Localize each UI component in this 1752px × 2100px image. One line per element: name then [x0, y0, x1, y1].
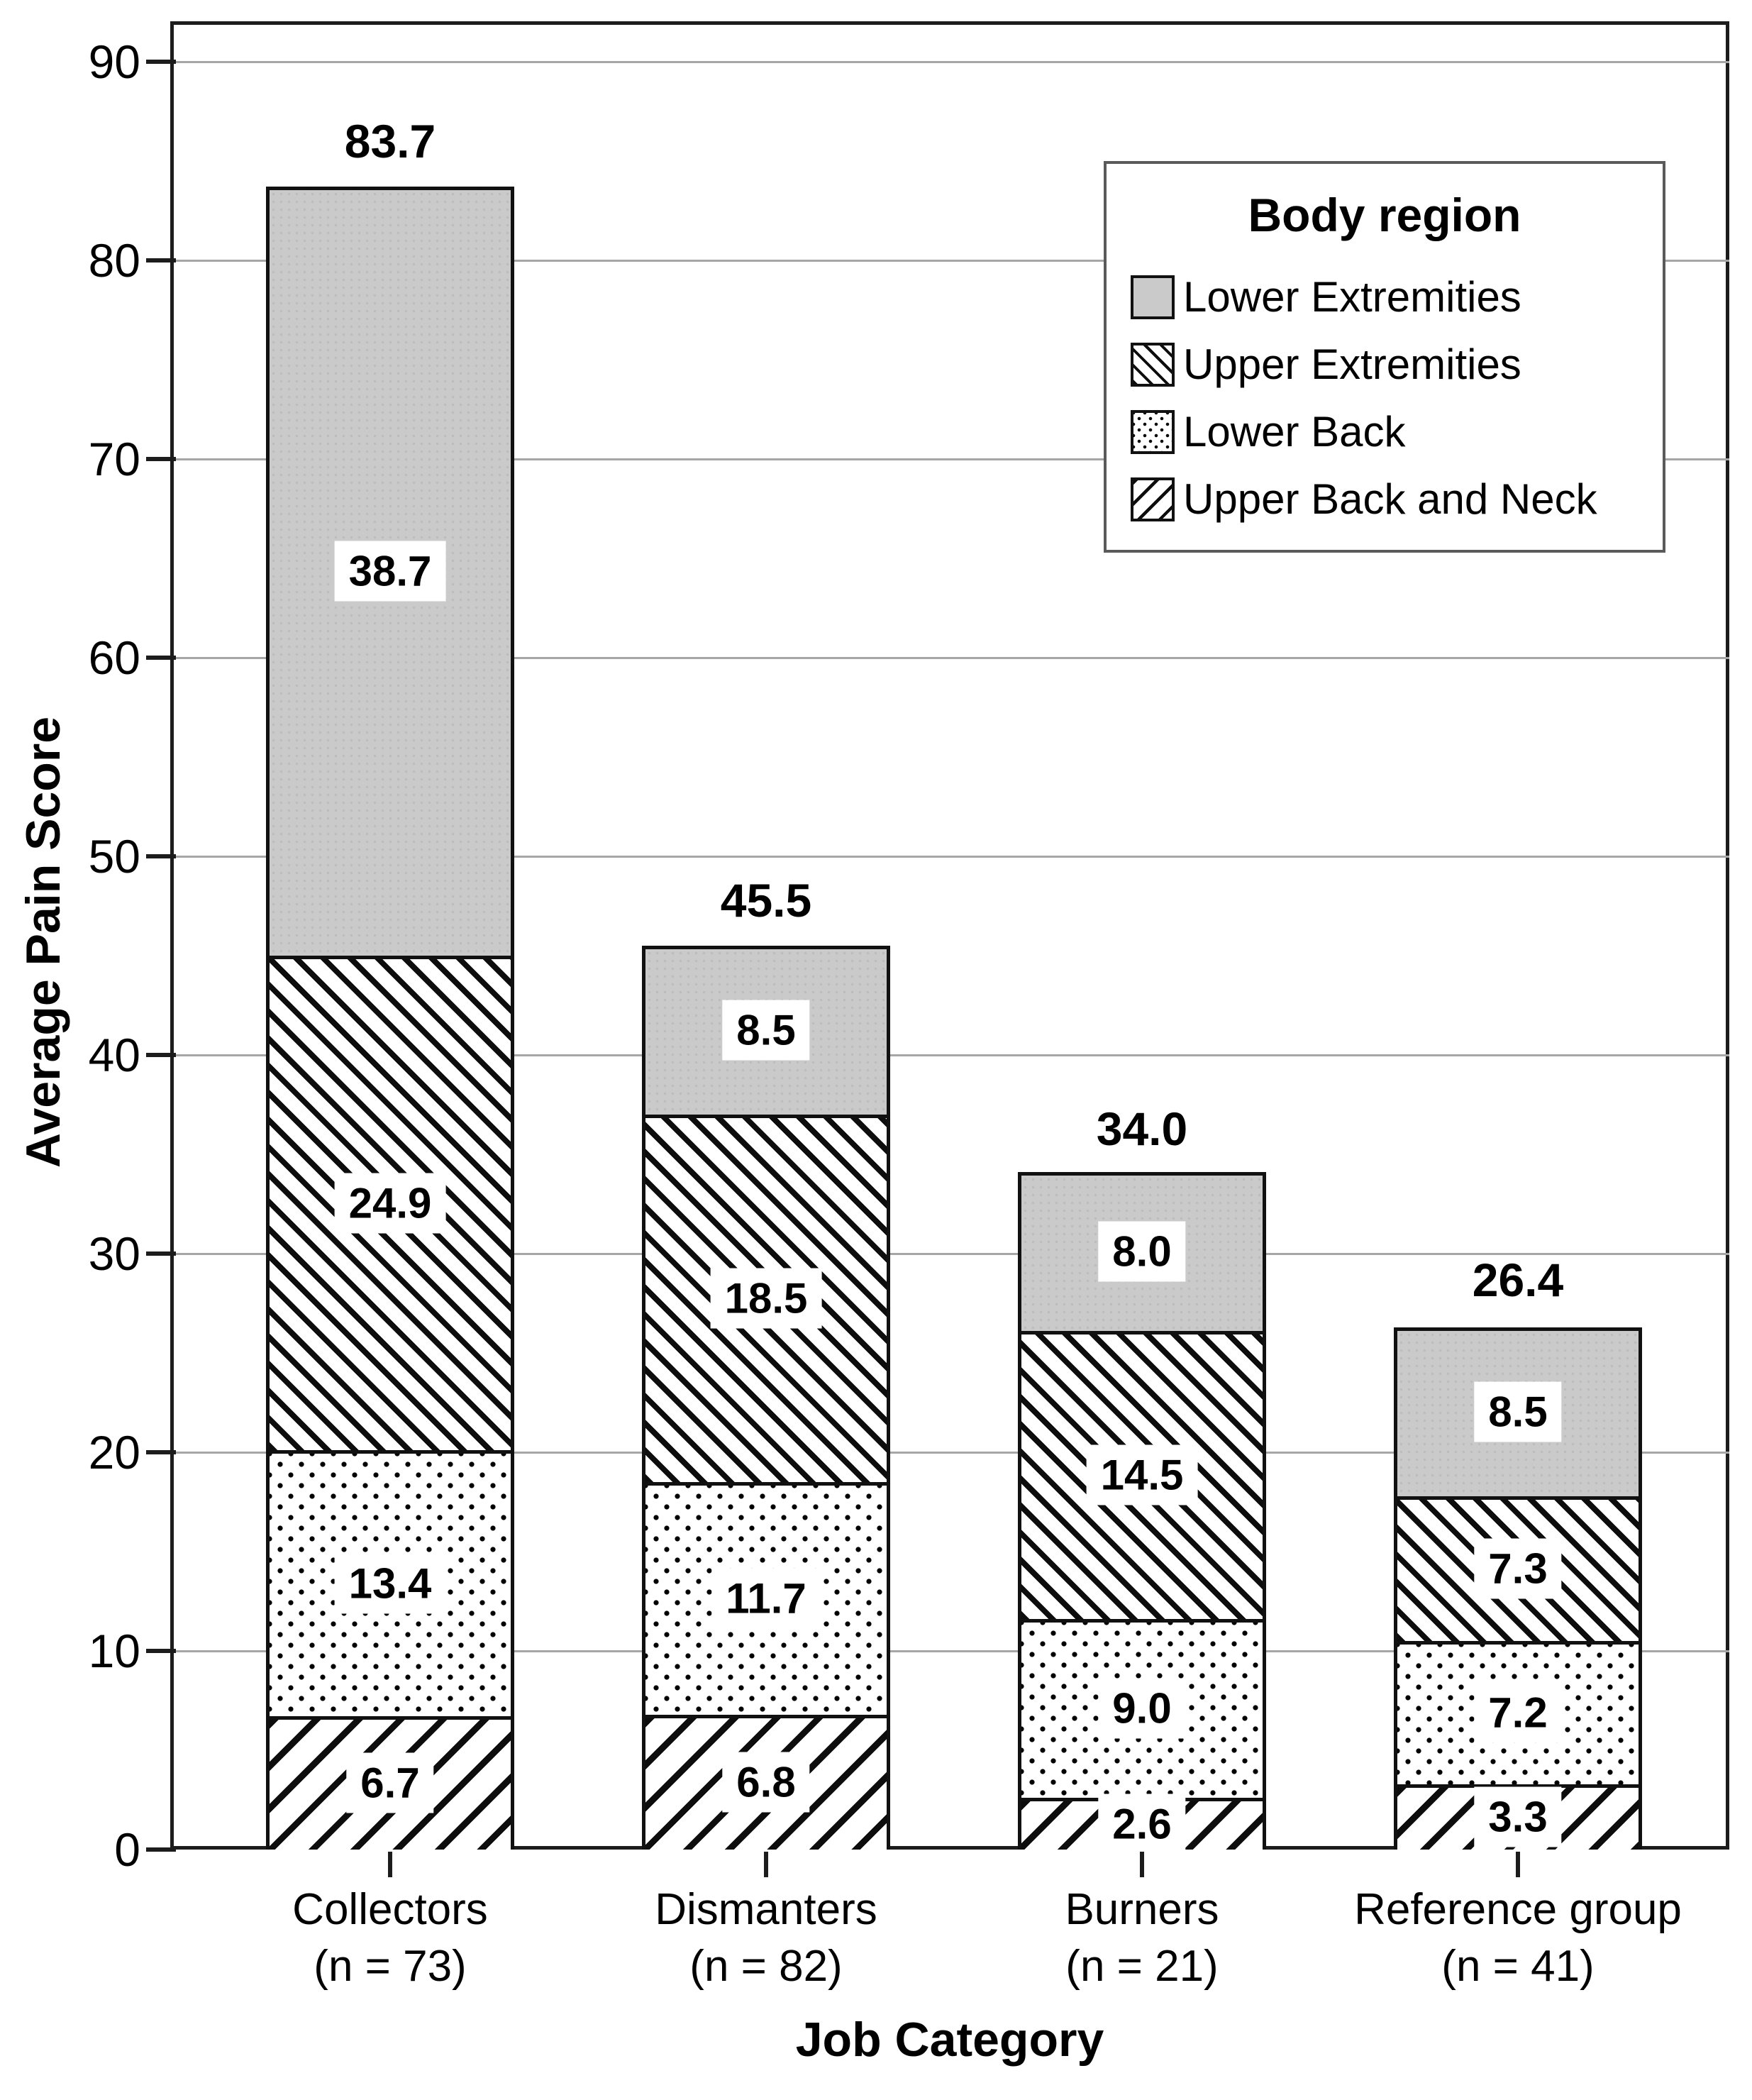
y-tick-60: [146, 656, 176, 660]
category-n-count: (n = 41): [1441, 1942, 1595, 1991]
y-tick-50: [146, 854, 176, 858]
x-axis-title: Job Category: [795, 2013, 1104, 2067]
hatch-slash-swatch-icon: [1131, 477, 1175, 521]
x-tick: [1140, 1852, 1144, 1877]
gridline-10: [170, 1649, 1729, 1652]
x-tick: [764, 1852, 768, 1877]
gridline-40: [170, 1054, 1729, 1056]
y-tick-30: [146, 1251, 176, 1256]
category-name: Collectors: [292, 1885, 488, 1934]
bar-total-label: 83.7: [344, 115, 436, 168]
y-tick-0: [146, 1847, 176, 1852]
gridline-30: [170, 1252, 1729, 1255]
y-tick-label-40: 40: [88, 1029, 140, 1081]
y-tick-80: [146, 258, 176, 262]
x-tick: [388, 1852, 392, 1877]
solid-gray-swatch-icon: [1131, 275, 1175, 319]
gridline-60: [170, 656, 1729, 659]
category-name: Dismanters: [655, 1885, 877, 1934]
bar-total-label: 34.0: [1096, 1102, 1188, 1155]
y-tick-label-20: 20: [88, 1426, 140, 1479]
y-tick-40: [146, 1053, 176, 1057]
y-tick-90: [146, 60, 176, 64]
y-tick-label-90: 90: [88, 35, 140, 88]
segment-value-label: 8.0: [1098, 1221, 1186, 1282]
segment-value-label: 24.9: [334, 1173, 446, 1234]
bar-total-label: 45.5: [720, 874, 812, 927]
segment-value-label: 8.5: [1474, 1381, 1562, 1442]
gridline-20: [170, 1451, 1729, 1454]
segment-value-label: 14.5: [1086, 1444, 1198, 1505]
segment-value-label: 18.5: [710, 1268, 822, 1329]
legend-entry-label: Upper Back and Neck: [1183, 475, 1597, 523]
y-tick-label-10: 10: [88, 1625, 140, 1677]
dots-swatch-icon: [1131, 409, 1175, 454]
gridline-50: [170, 855, 1729, 858]
bar-segment: [266, 956, 514, 1451]
category-label: Collectors (n = 73): [163, 1881, 617, 1995]
segment-value-label: 7.3: [1474, 1538, 1562, 1599]
segment-value-label: 2.6: [1098, 1794, 1186, 1855]
bar-total-label: 26.4: [1472, 1253, 1564, 1306]
y-tick-10: [146, 1649, 176, 1653]
legend-entry: Lower Extremities: [1131, 263, 1639, 331]
bar-segment: [1394, 1641, 1642, 1784]
y-tick-label-70: 70: [88, 433, 140, 485]
segment-value-label: 9.0: [1098, 1678, 1186, 1739]
hatch-backslash-swatch-icon: [1131, 342, 1175, 387]
y-tick-label-80: 80: [88, 234, 140, 287]
gridline-90: [170, 60, 1729, 63]
plot-area-frame: [170, 21, 1729, 1850]
y-tick-label-60: 60: [88, 631, 140, 684]
legend-entry-label: Upper Extremities: [1183, 341, 1521, 388]
legend-box: Body region Lower Extremities Upper Extre…: [1104, 161, 1665, 553]
legend-rows: Lower Extremities Upper Extremities Lower …: [1131, 263, 1639, 533]
legend-entry-label: Lower Extremities: [1183, 273, 1521, 321]
category-label: Burners (n = 21): [915, 1881, 1369, 1995]
bar-segment: [642, 1115, 890, 1482]
gridline-70: [170, 458, 1729, 460]
category-label: Dismanters (n = 82): [539, 1881, 993, 1995]
y-tick-label-0: 0: [114, 1823, 140, 1876]
category-n-count: (n = 82): [689, 1942, 843, 1991]
segment-value-label: 3.3: [1474, 1786, 1562, 1847]
segment-value-label: 13.4: [334, 1553, 446, 1614]
segment-value-label: 8.5: [722, 1000, 810, 1061]
y-tick-label-30: 30: [88, 1227, 140, 1280]
segment-value-label: 6.7: [346, 1752, 434, 1813]
category-label: Reference group (n = 41): [1291, 1881, 1745, 1995]
category-name: Reference group: [1354, 1885, 1682, 1934]
category-n-count: (n = 73): [314, 1942, 467, 1991]
segment-value-label: 6.8: [722, 1752, 810, 1813]
segment-value-label: 11.7: [711, 1568, 821, 1629]
legend-entry: Upper Back and Neck: [1131, 465, 1639, 533]
y-tick-70: [146, 457, 176, 461]
category-n-count: (n = 21): [1065, 1942, 1219, 1991]
legend-entry-label: Lower Back: [1183, 408, 1406, 455]
gridline-80: [170, 259, 1729, 262]
segment-value-label: 7.2: [1474, 1682, 1562, 1743]
y-tick-20: [146, 1450, 176, 1454]
y-tick-label-50: 50: [88, 830, 140, 883]
segment-value-label: 38.7: [334, 541, 446, 602]
legend-title: Body region: [1248, 189, 1521, 241]
legend-entry: Lower Back: [1131, 398, 1639, 465]
legend-entry: Upper Extremities: [1131, 331, 1639, 398]
category-name: Burners: [1065, 1885, 1219, 1934]
x-tick: [1516, 1852, 1520, 1877]
